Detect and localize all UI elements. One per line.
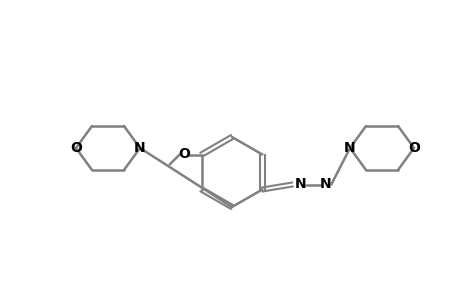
Text: N: N bbox=[343, 141, 355, 155]
Text: O: O bbox=[177, 148, 189, 161]
Text: O: O bbox=[407, 141, 419, 155]
Text: N: N bbox=[134, 141, 146, 155]
Text: N: N bbox=[294, 178, 305, 191]
Text: O: O bbox=[70, 141, 82, 155]
Text: N: N bbox=[319, 178, 330, 191]
